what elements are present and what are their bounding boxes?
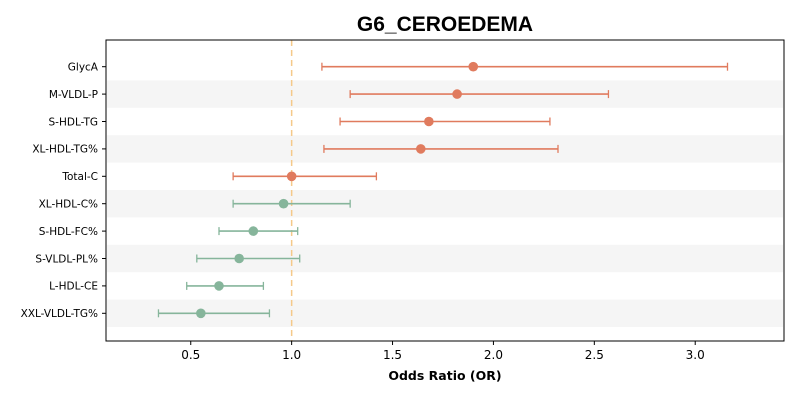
y-tick-label: S-VLDL-PL% <box>35 253 98 265</box>
forest-row <box>321 61 729 72</box>
chart-title: G6_CEROEDEMA <box>357 13 533 36</box>
y-tick-label: XL-HDL-C% <box>39 199 98 211</box>
forest-row <box>186 281 265 291</box>
y-tick-label: GlycA <box>68 62 99 74</box>
plot-frame <box>105 39 785 342</box>
x-tick-label: 2.0 <box>484 348 503 362</box>
point-estimate <box>196 308 206 319</box>
row-bands <box>107 80 783 327</box>
y-tick-label: XXL-VLDL-TG% <box>21 308 98 320</box>
y-tick-label: Total-C <box>61 171 98 183</box>
x-tick-label: 3.0 <box>686 348 705 362</box>
point-estimate <box>286 171 297 182</box>
y-axis-labels: GlycA M-VLDL-P S-HDL-TG XL-HDL-TG% Total-C XL… <box>21 62 106 320</box>
point-estimate <box>234 253 244 264</box>
y-tick-label: L-HDL-CE <box>49 281 98 293</box>
y-tick-label: S-HDL-TG <box>49 116 98 128</box>
forest-row <box>196 253 301 264</box>
x-tick-label: 1.0 <box>282 348 301 362</box>
forest-row <box>157 308 271 319</box>
forest-row <box>323 144 559 154</box>
point-estimate <box>415 144 426 154</box>
x-axis-label: Odds Ratio (OR) <box>388 368 501 383</box>
forest-row <box>349 89 610 99</box>
x-tick-label: 2.5 <box>585 348 604 362</box>
point-estimate <box>468 61 479 72</box>
forest-rows <box>157 61 729 319</box>
forest-row <box>232 198 351 209</box>
y-tick-label: M-VLDL-P <box>49 89 98 101</box>
point-estimate <box>452 89 462 99</box>
y-tick-label: S-HDL-FC% <box>39 226 98 238</box>
x-tick-label: 1.5 <box>383 348 402 362</box>
point-estimate <box>214 281 224 291</box>
y-tick-label: XL-HDL-TG% <box>32 144 98 156</box>
point-estimate <box>278 198 289 209</box>
forest-row <box>218 226 299 236</box>
forest-row <box>339 116 551 127</box>
x-tick-label: 0.5 <box>181 348 200 362</box>
point-estimate <box>248 226 259 236</box>
x-axis: 0.5 1.0 1.5 2.0 2.5 3.0 <box>181 341 705 362</box>
forest-row <box>232 171 378 182</box>
point-estimate <box>424 116 434 127</box>
row-band <box>107 190 783 218</box>
